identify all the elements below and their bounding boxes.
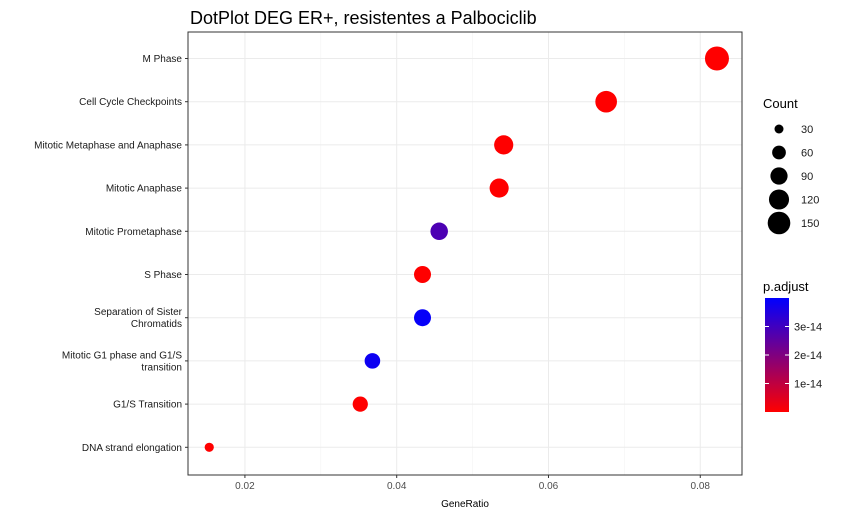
y-axis-ticks: M Phase Cell Cycle Checkpoints Mitotic Met… bbox=[34, 54, 188, 454]
plot-panel bbox=[188, 32, 742, 475]
x-tick-label: 0.08 bbox=[691, 481, 711, 492]
count-legend-key bbox=[774, 124, 784, 134]
colorbar-tick-label: 1e-14 bbox=[794, 379, 822, 391]
y-tick-label: S Phase bbox=[144, 270, 182, 281]
count-legend-label: 120 bbox=[801, 195, 819, 207]
data-point bbox=[414, 265, 432, 284]
colorbar-tick-label: 2e-14 bbox=[794, 350, 822, 362]
y-tick-label: M Phase bbox=[143, 54, 183, 65]
count-legend-label: 30 bbox=[801, 124, 813, 136]
x-axis-ticks: 0.02 0.04 0.06 0.08 bbox=[235, 475, 710, 492]
y-tick-label: G1/S Transition bbox=[113, 400, 182, 411]
data-point bbox=[430, 222, 448, 241]
y-tick-label: Mitotic Anaphase bbox=[106, 184, 183, 195]
data-point bbox=[352, 396, 368, 412]
panel-border bbox=[187, 31, 743, 476]
x-axis-label: GeneRatio bbox=[441, 499, 489, 510]
y-tick-label: Mitotic Prometaphase bbox=[85, 227, 182, 238]
data-point bbox=[414, 309, 432, 327]
count-legend-key bbox=[772, 145, 786, 160]
count-legend-key bbox=[770, 167, 788, 185]
x-tick-label: 0.04 bbox=[387, 481, 407, 492]
count-legend-key bbox=[767, 211, 791, 235]
grid-lines bbox=[187, 31, 743, 476]
y-tick-label: Cell Cycle Checkpoints bbox=[79, 97, 182, 108]
y-tick-label: Mitotic G1 phase and G1/S transition bbox=[62, 350, 182, 373]
data-point bbox=[704, 46, 729, 71]
chart-title: DotPlot DEG ER+, resistentes a Palbocicl… bbox=[190, 8, 537, 28]
data-point bbox=[494, 135, 514, 155]
data-point bbox=[204, 442, 214, 452]
count-legend-title: Count bbox=[763, 96, 798, 111]
y-tick-label: Mitotic Metaphase and Anaphase bbox=[34, 140, 182, 151]
colorbar-tick-label: 3e-14 bbox=[794, 322, 822, 334]
count-legend-label: 90 bbox=[801, 171, 813, 183]
x-tick-label: 0.06 bbox=[539, 481, 559, 492]
panel-background bbox=[188, 32, 742, 475]
data-points bbox=[204, 46, 729, 452]
p-adjust-legend: p.adjust 3e-14 2e-14 1e-14 bbox=[763, 279, 822, 412]
data-point bbox=[595, 90, 617, 113]
x-tick-label: 0.02 bbox=[235, 481, 255, 492]
count-legend-label: 60 bbox=[801, 148, 813, 160]
count-legend-key bbox=[768, 189, 790, 210]
p-adjust-legend-title: p.adjust bbox=[763, 279, 809, 294]
count-legend: Count 30 60 90 120 150 bbox=[763, 96, 819, 235]
y-tick-label: Separation of Sister Chromatids bbox=[94, 307, 182, 330]
data-point bbox=[489, 178, 509, 198]
data-point bbox=[364, 353, 381, 369]
y-tick-label: DNA strand elongation bbox=[82, 443, 182, 454]
count-legend-label: 150 bbox=[801, 218, 819, 230]
